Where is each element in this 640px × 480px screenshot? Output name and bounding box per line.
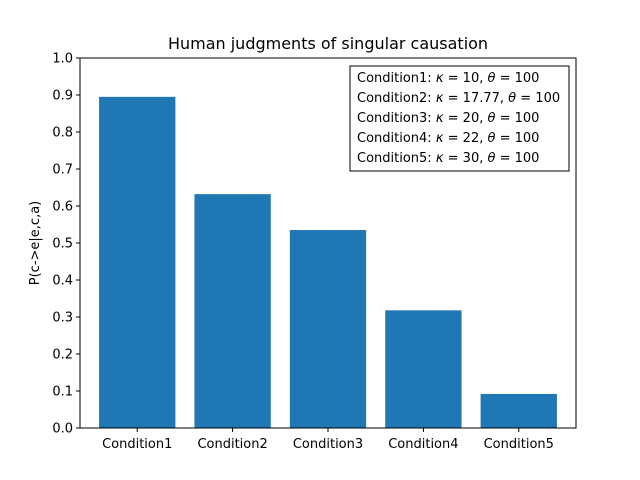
separator: , [479,111,487,126]
legend-entry: Condition1: κ = 10, θ = 100 [357,71,539,86]
equals-sign: = [495,131,514,146]
x-tick-label: Condition3 [293,437,363,452]
theta-value: 100 [515,151,540,166]
equals-sign: = [444,111,463,126]
separator: , [479,131,487,146]
bar-condition4 [385,310,462,428]
y-tick-label: 0.4 [52,274,73,289]
theta-symbol: θ [487,111,495,126]
y-tick-label: 1.0 [52,52,73,67]
y-tick-label: 0.3 [52,311,73,326]
legend-entry: Condition5: κ = 30, θ = 100 [357,151,539,166]
legend-entry: Condition4: κ = 22, θ = 100 [357,131,539,146]
y-tick-label: 0.2 [52,348,73,363]
plot-frame [79,57,577,429]
kappa-value: 20 [463,111,480,126]
y-tick-label: 0.7 [52,163,73,178]
separator: , [479,151,487,166]
y-tick-label: 0.8 [52,126,73,141]
kappa-symbol: κ [436,91,444,106]
legend-entry: Condition3: κ = 20, θ = 100 [357,111,539,126]
legend-label: Condition5: [357,151,436,166]
theta-value: 100 [515,131,540,146]
y-tick-label: 0.0 [52,422,73,437]
legend-label: Condition4: [357,131,436,146]
x-tick-label: Condition2 [197,437,267,452]
bar-condition2 [194,194,271,428]
kappa-symbol: κ [436,131,444,146]
x-tick-label: Condition5 [484,437,554,452]
equals-sign: = [444,151,463,166]
bar-series [99,96,557,428]
kappa-value: 10 [463,71,480,86]
bar-condition5 [480,393,557,428]
legend-label: Condition2: [357,91,436,106]
theta-symbol: θ [487,151,495,166]
equals-sign: = [495,111,514,126]
bar-condition1 [99,96,176,428]
equals-sign: = [495,151,514,166]
theta-value: 100 [515,111,540,126]
x-tick-label: Condition4 [388,437,458,452]
kappa-value: 30 [463,151,480,166]
theta-symbol: θ [508,91,516,106]
x-axis: Condition1 Condition2 Condition3 Condition4… [102,428,554,452]
chart-title: Human judgments of singular causation [168,34,488,53]
separator: , [479,71,487,86]
kappa-symbol: κ [436,71,444,86]
y-tick-label: 0.9 [52,89,73,104]
theta-symbol: θ [487,131,495,146]
kappa-symbol: κ [436,151,444,166]
kappa-symbol: κ [436,111,444,126]
theta-value: 100 [535,91,560,106]
kappa-value: 17.77 [463,91,500,106]
theta-symbol: θ [487,71,495,86]
equals-sign: = [444,71,463,86]
legend-label: Condition1: [357,71,436,86]
equals-sign: = [444,91,463,106]
theta-value: 100 [515,71,540,86]
y-tick-label: 0.6 [52,200,73,215]
legend-entry: Condition2: κ = 17.77, θ = 100 [357,91,560,106]
legend-frame [349,65,570,172]
separator: , [500,91,508,106]
y-axis-label: P(c->e|e,c,a) [28,201,43,285]
equals-sign: = [444,131,463,146]
equals-sign: = [516,91,535,106]
equals-sign: = [495,71,514,86]
y-tick-label: 0.1 [52,385,73,400]
bar-condition3 [289,230,367,428]
y-axis: 0.0 0.1 0.2 0.3 0.4 0.5 0.6 0.7 0.8 0.9 1.0 [52,52,80,437]
kappa-value: 22 [463,131,480,146]
y-tick-label: 0.5 [52,237,73,252]
legend-label: Condition3: [357,111,436,126]
x-tick-label: Condition1 [102,437,172,452]
